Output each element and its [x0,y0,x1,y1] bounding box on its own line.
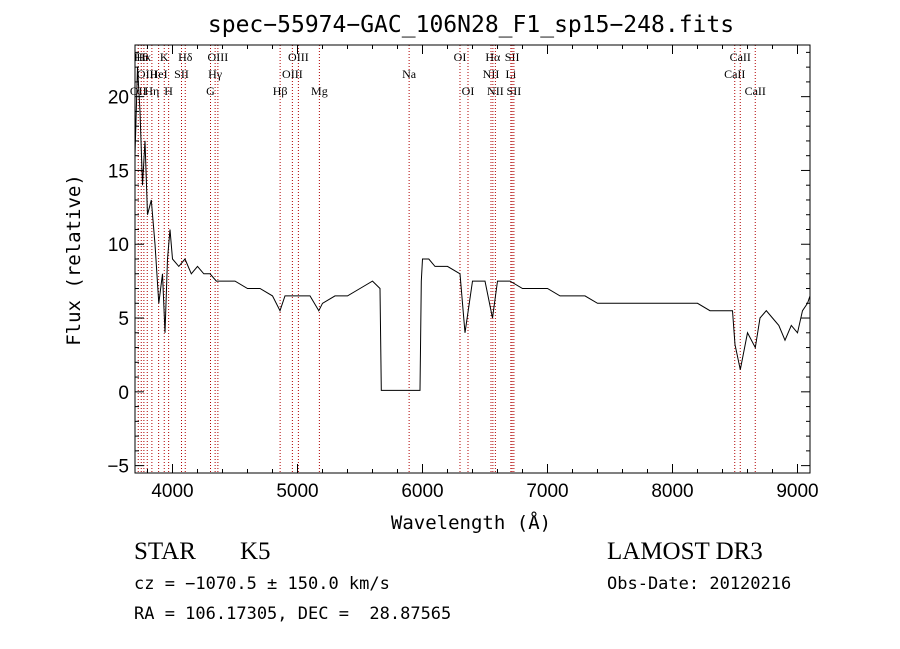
line-label-24: SII [505,50,520,64]
line-label-10: G [206,84,215,98]
line-label-21: Hα [485,50,501,64]
survey-name: LAMOST DR3 [607,538,763,565]
line-label-26: CaII [724,67,745,81]
line-label-1: Hθ [134,50,149,64]
line-label-5: HeI [150,67,168,81]
y-tick-label: −5 [107,457,129,478]
axes: 4000 5000 6000 7000 8000 9000 −5 0 5 10 15 20 [107,44,819,502]
y-tick-label: 20 [108,88,129,109]
line-label-9: Hδ [178,50,193,64]
y-tick-label: 10 [108,235,129,256]
object-subclass: K5 [240,538,271,565]
line-label-27: CaII [730,50,751,64]
line-label-3: OIII [137,67,158,81]
x-tick-label: 9000 [776,481,818,502]
object-class: STAR [134,538,196,565]
x-tick-label: 6000 [401,481,443,502]
line-label-28: CaII [745,84,766,98]
plot-frame [134,44,811,474]
line-label-19: OI [462,84,475,98]
y-tick-label: 15 [108,161,129,182]
line-label-22: NII [487,84,504,98]
line-label-16: Mg [311,84,328,98]
x-tick-label: 8000 [651,481,693,502]
line-label-18: OI [454,50,467,64]
line-label-14: OIII [282,67,303,81]
line-label-7: H [164,84,173,98]
line-label-6: K [160,50,169,64]
line-label-25: SII [507,84,522,98]
line-label-4: Hη [144,84,159,98]
y-tick-label: 5 [118,309,129,330]
y-axis-label: Flux (relative) [63,174,85,346]
y-tick-label: 0 [118,383,129,404]
x-tick-label: 7000 [526,481,568,502]
line-label-23: Li [506,67,517,81]
line-label-0: OII [130,84,147,98]
line-label-15: OIII [288,50,309,64]
spectrum-series [134,67,811,391]
line-label-11: Hγ [208,67,223,81]
chart-title: spec−55974−GAC_106N28_F1_sp15−248.fits [208,12,734,38]
x-axis-label: Wavelength (Å) [391,511,551,534]
x-tick-label: 4000 [151,481,193,502]
line-label-20: NII [483,67,500,81]
spectral-line-markers: OIIHθHκOIIIHηHeIKHSIIHδGHγOIIIHβOIIIOIII… [130,45,766,473]
coordinates-readout: RA = 106.17305, DEC = 28.87565 [134,604,452,624]
redshift-readout: cz = −1070.5 ± 150.0 km/s [134,574,390,594]
line-label-17: Na [402,67,417,81]
spectrum-line [134,67,811,391]
obs-date: Obs-Date: 20120216 [607,574,792,594]
line-label-8: SII [174,67,189,81]
x-tick-label: 5000 [276,481,318,502]
line-label-13: Hβ [273,84,288,98]
line-label-12: OIII [208,50,229,64]
